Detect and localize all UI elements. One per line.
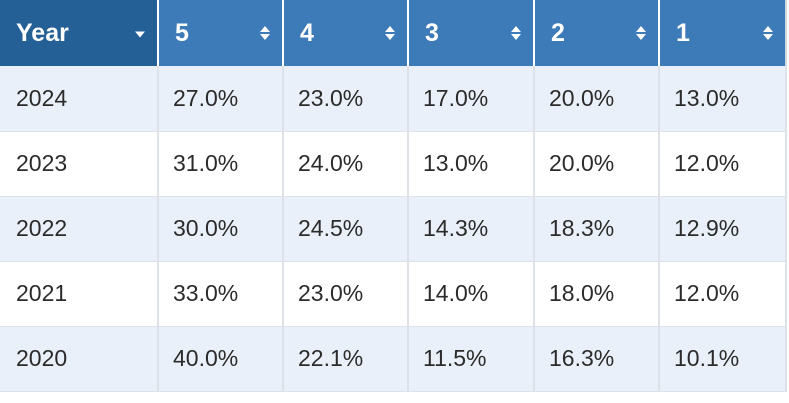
table-cell: 24.5%	[283, 196, 409, 262]
table-cell: 30.0%	[158, 196, 284, 262]
table-cell: 17.0%	[408, 66, 535, 132]
table-cell-year: 2023	[0, 131, 159, 197]
table-cell: 22.1%	[283, 326, 409, 392]
table-cell: 20.0%	[534, 131, 660, 197]
header-row: Year 5 4 3 2	[0, 0, 787, 66]
table-cell: 24.0%	[283, 131, 409, 197]
table-cell: 33.0%	[158, 261, 284, 327]
sort-icon[interactable]	[385, 26, 395, 40]
sort-icon[interactable]	[260, 26, 270, 40]
table-cell: 13.0%	[659, 66, 787, 132]
table-cell: 12.9%	[659, 196, 787, 262]
table-cell: 10.1%	[659, 326, 787, 392]
sort-icon[interactable]	[511, 26, 521, 40]
caret-down-icon[interactable]	[135, 31, 145, 38]
table-row: 2024 27.0% 23.0% 17.0% 20.0% 13.0%	[0, 66, 787, 132]
table-row: 2022 30.0% 24.5% 14.3% 18.3% 12.9%	[0, 196, 787, 262]
column-header-year[interactable]: Year	[0, 0, 159, 66]
table-cell: 20.0%	[534, 66, 660, 132]
column-header-label: 1	[676, 18, 690, 47]
table-cell: 18.0%	[534, 261, 660, 327]
table-cell: 14.0%	[408, 261, 535, 327]
table-cell: 40.0%	[158, 326, 284, 392]
column-header-5[interactable]: 5	[158, 0, 284, 66]
table-cell: 14.3%	[408, 196, 535, 262]
column-header-1[interactable]: 1	[659, 0, 787, 66]
sort-icon[interactable]	[763, 26, 773, 40]
table-cell: 27.0%	[158, 66, 284, 132]
table-cell-year: 2022	[0, 196, 159, 262]
data-table: Year 5 4 3 2	[0, 0, 787, 392]
table-cell-year: 2020	[0, 326, 159, 392]
column-header-4[interactable]: 4	[283, 0, 409, 66]
table-cell: 13.0%	[408, 131, 535, 197]
table-cell-year: 2024	[0, 66, 159, 132]
table-row: 2020 40.0% 22.1% 11.5% 16.3% 10.1%	[0, 326, 787, 392]
table-cell: 23.0%	[283, 66, 409, 132]
table-cell: 16.3%	[534, 326, 660, 392]
column-header-label: 3	[425, 18, 439, 47]
table-cell: 11.5%	[408, 326, 535, 392]
column-header-2[interactable]: 2	[534, 0, 660, 66]
column-header-label: 2	[551, 18, 565, 47]
table-row: 2023 31.0% 24.0% 13.0% 20.0% 12.0%	[0, 131, 787, 197]
sort-icon[interactable]	[636, 26, 646, 40]
table-cell: 12.0%	[659, 131, 787, 197]
table-row: 2021 33.0% 23.0% 14.0% 18.0% 12.0%	[0, 261, 787, 327]
table-cell-year: 2021	[0, 261, 159, 327]
column-header-3[interactable]: 3	[408, 0, 535, 66]
table-cell: 23.0%	[283, 261, 409, 327]
table-cell: 12.0%	[659, 261, 787, 327]
column-header-label: Year	[16, 18, 69, 47]
column-header-label: 5	[175, 18, 189, 47]
column-header-label: 4	[300, 18, 314, 47]
table-cell: 18.3%	[534, 196, 660, 262]
table-cell: 31.0%	[158, 131, 284, 197]
